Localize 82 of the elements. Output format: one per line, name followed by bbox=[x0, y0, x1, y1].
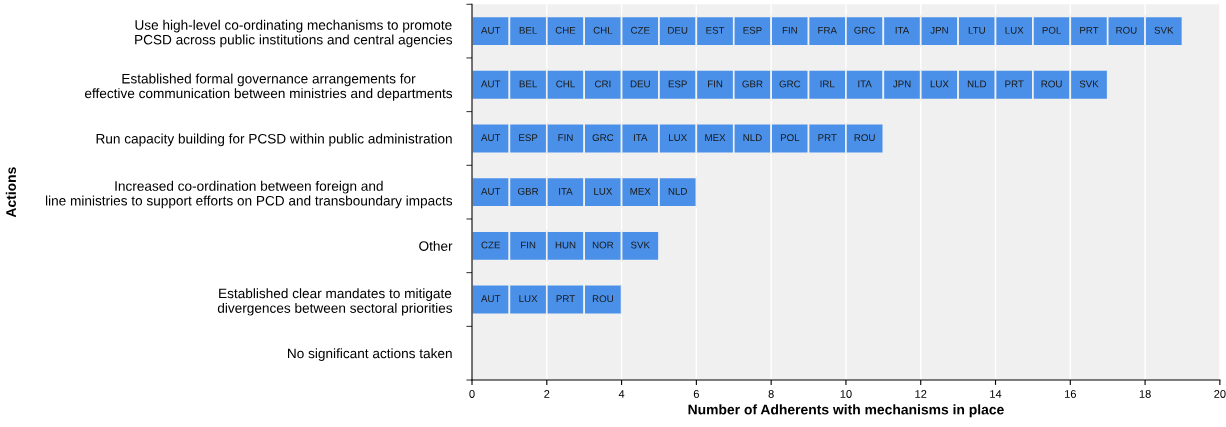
y-axis-title: Actions bbox=[5, 167, 16, 218]
data-label: CHL bbox=[593, 26, 613, 34]
data-label: NLD bbox=[967, 80, 987, 88]
data-label: PRT bbox=[1005, 80, 1024, 88]
x-tick-label: 20 bbox=[1214, 390, 1226, 398]
y-tick-label: Established formal governance arrangements for effective communication between ministries and departments bbox=[84, 73, 453, 101]
data-label: ESP bbox=[519, 134, 538, 142]
data-label: BEL bbox=[519, 80, 537, 88]
data-label: LUX bbox=[669, 134, 687, 142]
y-tick-label: Established clear mandates to mitigate divergences between sectoral priorities bbox=[217, 288, 453, 316]
data-label: GRC bbox=[592, 134, 614, 142]
x-tick-label: 0 bbox=[469, 390, 475, 398]
data-label: ITA bbox=[559, 187, 573, 195]
data-label: NLD bbox=[743, 134, 762, 141]
y-tick-label: Increased co-ordination between foreign and line ministries to support efforts on PCD and transboundary impacts bbox=[45, 180, 453, 209]
data-label: ESP bbox=[743, 26, 762, 34]
data-label: FIN bbox=[708, 80, 723, 88]
data-label: NLD bbox=[668, 187, 687, 195]
data-label: ITA bbox=[633, 134, 648, 141]
data-label: BEL bbox=[519, 26, 537, 34]
data-label: FIN bbox=[558, 134, 573, 141]
data-label: LUX bbox=[930, 80, 949, 88]
data-label: AUT bbox=[481, 295, 501, 303]
data-label: FRA bbox=[818, 26, 837, 34]
x-tick-label: 6 bbox=[693, 390, 699, 398]
y-tick-label: Other bbox=[419, 240, 453, 251]
data-label: PRT bbox=[556, 295, 575, 303]
x-tick-label: 2 bbox=[544, 390, 550, 398]
data-label: ITA bbox=[858, 80, 872, 88]
data-label: CRI bbox=[595, 80, 611, 88]
data-label: SVK bbox=[1154, 26, 1174, 34]
data-label: ROU bbox=[854, 134, 875, 142]
data-label: JPN bbox=[930, 26, 948, 34]
data-label: CHE bbox=[555, 26, 576, 34]
data-label: CZE bbox=[631, 26, 650, 34]
y-tick-label: Use high-level co-ordinating mechanisms to promote PCSD across public institutions and central agencies bbox=[135, 19, 453, 48]
data-label: AUT bbox=[481, 187, 501, 195]
data-label: ITA bbox=[895, 26, 910, 34]
data-label: FIN bbox=[521, 241, 536, 249]
data-label: GBR bbox=[518, 187, 539, 195]
data-label: ROU bbox=[592, 295, 613, 303]
data-label: FIN bbox=[782, 26, 797, 34]
data-label: JPN bbox=[893, 80, 911, 88]
x-tick-label: 8 bbox=[768, 390, 774, 398]
data-label: PRT bbox=[1080, 26, 1099, 34]
data-label: EST bbox=[706, 26, 725, 34]
data-label: ESP bbox=[668, 80, 687, 88]
data-label: LUX bbox=[519, 295, 538, 303]
data-label: GRC bbox=[779, 80, 801, 88]
x-tick-label: 18 bbox=[1139, 390, 1151, 398]
data-label: MEX bbox=[630, 187, 651, 195]
data-label: AUT bbox=[481, 26, 501, 34]
data-label: LUX bbox=[1005, 26, 1024, 34]
data-label: POL bbox=[780, 134, 800, 142]
data-label: LTU bbox=[968, 26, 985, 34]
data-label: MEX bbox=[705, 134, 726, 141]
x-tick-label: 4 bbox=[618, 390, 625, 398]
data-label: SVK bbox=[630, 241, 650, 249]
y-tick-label: No significant actions taken bbox=[288, 348, 452, 361]
y-tick-label: Run capacity building for PCSD within public administration bbox=[96, 133, 452, 147]
x-tick-label: 14 bbox=[990, 390, 1002, 398]
x-tick-label: 12 bbox=[915, 390, 927, 398]
data-label: CHL bbox=[556, 80, 575, 88]
x-tick-label: 16 bbox=[1064, 390, 1076, 398]
data-label: SVK bbox=[1079, 80, 1099, 88]
x-axis-title: Number of Adherents with mechanisms in place bbox=[688, 404, 1004, 418]
data-label: NOR bbox=[592, 241, 614, 249]
data-label: ROU bbox=[1116, 26, 1137, 34]
data-label: AUT bbox=[481, 134, 501, 142]
data-label: IRL bbox=[820, 80, 835, 88]
data-label: DEU bbox=[668, 26, 688, 34]
data-label: POL bbox=[1042, 26, 1062, 34]
data-label: HUN bbox=[555, 241, 576, 249]
x-tick-label: 10 bbox=[840, 390, 852, 398]
data-label: GRC bbox=[854, 26, 876, 34]
data-label: DEU bbox=[630, 80, 650, 88]
data-label: GBR bbox=[742, 80, 763, 88]
data-label: PRT bbox=[818, 134, 837, 141]
data-label: CZE bbox=[481, 241, 501, 249]
data-label: LUX bbox=[594, 187, 613, 195]
data-label: AUT bbox=[481, 80, 501, 88]
data-label: ROU bbox=[1041, 80, 1062, 88]
